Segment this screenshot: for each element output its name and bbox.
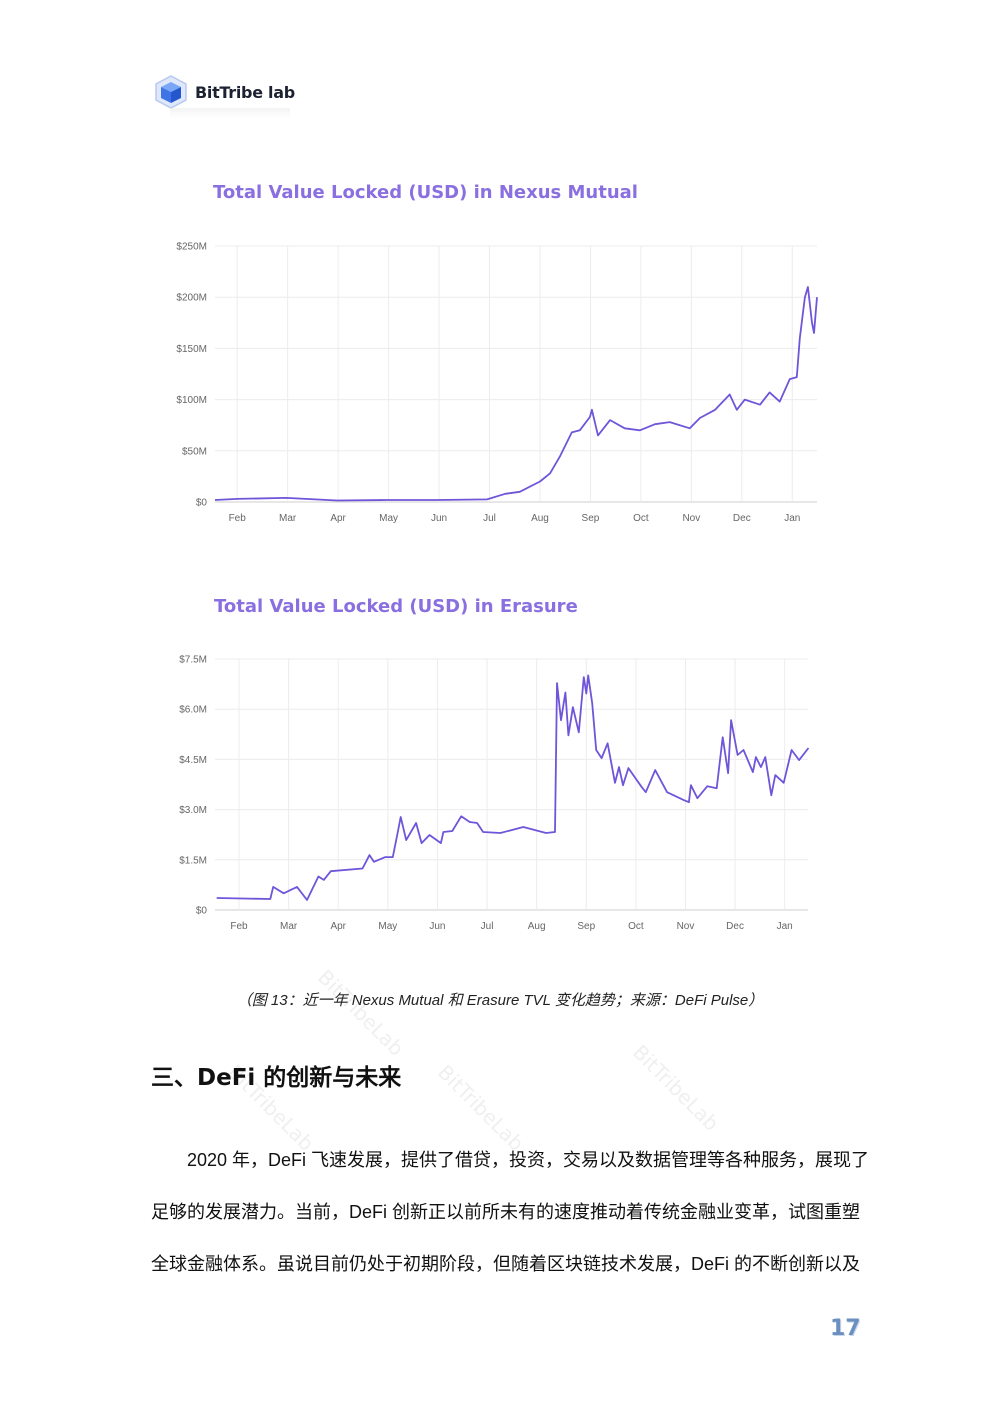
y-tick-label: $1.5M xyxy=(179,855,207,866)
nexus-tvl-chart: $0 $50M $100M $150M $200M $250M Feb Mar Apr May Ju… xyxy=(176,242,818,524)
x-tick-label: May xyxy=(378,921,397,932)
y-tick-label: $200M xyxy=(176,293,207,304)
x-tick-label: Oct xyxy=(633,513,649,524)
x-tick-label: Feb xyxy=(229,513,247,524)
x-tick-label: May xyxy=(379,513,398,524)
x-tick-label: Aug xyxy=(528,921,546,932)
x-tick-label: Jun xyxy=(429,921,445,932)
x-tick-label: Feb xyxy=(230,921,248,932)
y-tick-label: $50M xyxy=(182,446,207,457)
figure-caption: （图 13：近一年 Nexus Mutual 和 Erasure TVL 变化趋… xyxy=(236,992,764,1009)
tvl-series-line xyxy=(216,674,810,901)
x-tick-label: Oct xyxy=(628,921,644,932)
y-tick-label: $6.0M xyxy=(179,705,207,716)
x-tick-label: Apr xyxy=(330,513,346,524)
x-tick-label: Aug xyxy=(531,513,549,524)
paragraph-line: 2020 年，DeFi 飞速发展，提供了借贷，投资，交易以及数据管理等各种服务，… xyxy=(187,1150,870,1170)
x-tick-label: Jul xyxy=(481,921,494,932)
chart-title-erasure: Total Value Locked (USD) in Erasure xyxy=(214,596,578,617)
x-tick-label: Jan xyxy=(784,513,800,524)
y-tick-label: $150M xyxy=(176,344,207,355)
x-tick-label: Dec xyxy=(726,921,744,932)
x-tick-label: Mar xyxy=(279,513,297,524)
watermark: BitTribeLab xyxy=(313,965,409,1061)
x-tick-label: Dec xyxy=(733,513,751,524)
x-tick-label: Nov xyxy=(682,513,700,524)
chart-title-nexus: Total Value Locked (USD) in Nexus Mutual xyxy=(213,182,638,203)
y-tick-label: $4.5M xyxy=(179,755,207,766)
logo-reflection xyxy=(170,108,290,118)
logo-text: BitTribe lab xyxy=(195,82,295,102)
y-tick-label: $7.5M xyxy=(179,655,207,666)
y-tick-label: $0 xyxy=(196,498,208,509)
paragraph-line: 全球金融体系。虽说目前仍处于初期阶段，但随着区块链技术发展，DeFi 的不断创新… xyxy=(151,1254,861,1274)
paragraph-line: 足够的发展潜力。当前，DeFi 创新正以前所未有的速度推动着传统金融业变革，试图… xyxy=(151,1202,861,1222)
section-heading: 三、DeFi 的创新与未来 xyxy=(151,1065,402,1091)
x-tick-label: Jun xyxy=(431,513,447,524)
x-tick-label: Jul xyxy=(483,513,496,524)
watermark: BitTribeLab xyxy=(433,1060,529,1156)
y-tick-label: $250M xyxy=(176,242,207,253)
erasure-tvl-chart: $0 $1.5M $3.0M $4.5M $6.0M $7.5M Feb Mar Apr May J… xyxy=(179,655,810,932)
x-tick-label: Mar xyxy=(280,921,298,932)
y-tick-label: $100M xyxy=(176,395,207,406)
y-tick-label: $3.0M xyxy=(179,805,207,816)
x-tick-label: Jan xyxy=(777,921,793,932)
brand-logo: BitTribe lab xyxy=(153,74,295,110)
x-tick-label: Nov xyxy=(677,921,695,932)
x-tick-label: Sep xyxy=(582,513,600,524)
x-tick-label: Sep xyxy=(577,921,595,932)
x-tick-label: Apr xyxy=(330,921,346,932)
tvl-series-line xyxy=(214,286,818,502)
watermark: BitTribeLab xyxy=(628,1040,724,1136)
y-tick-label: $0 xyxy=(196,906,208,917)
page-number: 17 xyxy=(830,1316,861,1341)
